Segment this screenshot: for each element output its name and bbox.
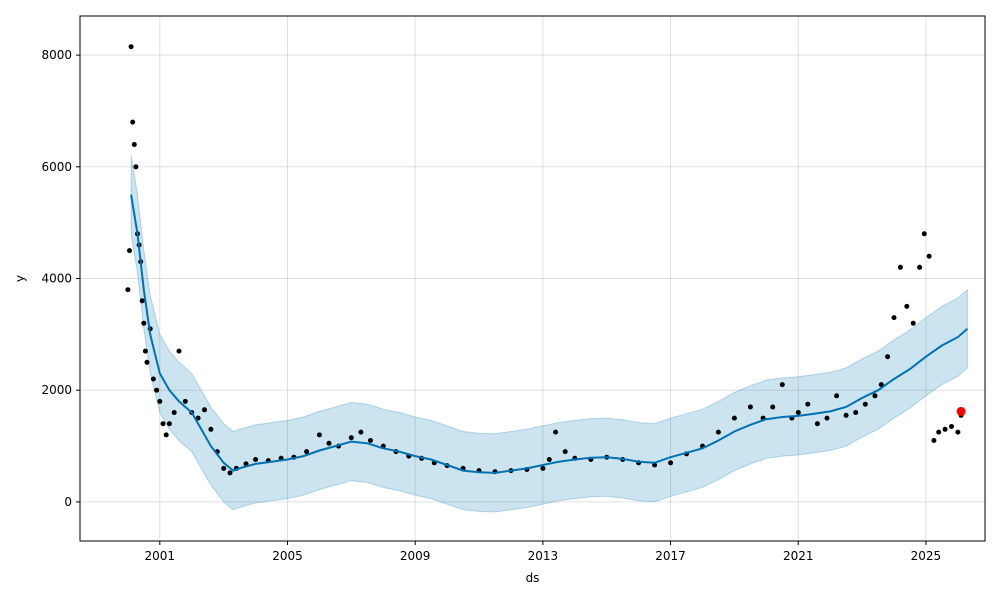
observed-point — [853, 410, 859, 415]
observed-point — [208, 426, 214, 432]
y-tick-label: 2000 — [41, 383, 72, 397]
observed-point — [316, 432, 322, 438]
observed-point — [144, 359, 150, 365]
observed-point — [171, 410, 177, 415]
observed-point — [942, 426, 948, 432]
observed-point — [202, 407, 207, 413]
observed-point — [770, 404, 776, 410]
observed-point — [824, 415, 830, 421]
observed-point — [885, 354, 891, 360]
observed-point — [195, 415, 201, 421]
y-tick-label: 6000 — [41, 160, 72, 174]
observed-point — [843, 412, 849, 418]
observed-point — [221, 465, 227, 471]
observed-point — [142, 348, 148, 354]
observed-point — [891, 315, 897, 321]
observed-point — [253, 457, 259, 462]
observed-point — [540, 465, 546, 471]
observed-point — [141, 320, 147, 326]
observed-point — [163, 432, 169, 438]
observed-point — [910, 320, 916, 326]
y-axis-title: y — [13, 275, 27, 282]
observed-point — [668, 460, 674, 466]
observed-point — [921, 231, 927, 237]
observed-point — [931, 438, 937, 443]
observed-point — [157, 398, 163, 404]
observed-point — [150, 376, 156, 382]
observed-point — [926, 253, 932, 259]
y-tick-label: 4000 — [41, 272, 72, 286]
observed-point — [834, 393, 840, 399]
x-tick-label: 2021 — [783, 549, 814, 563]
observed-point — [949, 424, 954, 429]
observed-point — [814, 421, 820, 427]
observed-point — [348, 435, 354, 441]
x-tick-label: 2013 — [528, 549, 559, 563]
observed-point — [326, 440, 332, 446]
y-tick-label: 8000 — [41, 48, 72, 62]
observed-point — [562, 449, 568, 455]
y-axis: 0 2000 4000 6000 8000 — [41, 48, 80, 509]
x-tick-label: 2009 — [400, 549, 431, 563]
observed-point — [131, 142, 137, 147]
observed-point — [553, 429, 559, 435]
observed-point — [546, 457, 552, 462]
observed-point — [872, 393, 878, 399]
observed-point — [125, 287, 131, 293]
grid-layer — [80, 16, 985, 541]
observed-point — [227, 470, 233, 476]
observed-point — [715, 429, 721, 435]
observed-point — [127, 248, 132, 254]
observed-point — [166, 421, 172, 427]
x-tick-label: 2005 — [272, 549, 303, 563]
observed-point — [779, 382, 785, 388]
x-axis: 2001 2005 2009 2013 2017 2021 2025 — [145, 541, 942, 563]
observed-point — [897, 264, 903, 270]
observed-point — [904, 303, 910, 309]
x-tick-label: 2017 — [655, 549, 686, 563]
x-tick-label: 2001 — [145, 549, 176, 563]
y-tick-label: 0 — [64, 495, 72, 509]
observed-point — [731, 415, 737, 421]
observed-point — [130, 119, 136, 125]
observed-point — [154, 387, 160, 393]
observed-point — [133, 164, 139, 170]
observed-point — [805, 401, 811, 407]
observed-point — [917, 264, 923, 270]
observed-point — [955, 429, 961, 435]
observed-point — [936, 429, 942, 435]
observed-point — [139, 298, 145, 304]
observed-point — [160, 421, 166, 427]
observed-point — [304, 449, 310, 455]
observed-point — [176, 348, 182, 354]
observed-point — [358, 429, 364, 435]
observed-point — [795, 410, 801, 415]
x-tick-label: 2025 — [911, 549, 942, 563]
observed-point — [747, 404, 753, 410]
observed-point — [652, 462, 658, 468]
observed-point — [128, 44, 134, 50]
observed-point — [182, 398, 188, 404]
forecast-line — [130, 194, 969, 474]
x-axis-title: ds — [526, 571, 540, 585]
observed-point — [862, 401, 868, 407]
highlight-point — [956, 406, 966, 416]
observed-point — [368, 438, 373, 443]
